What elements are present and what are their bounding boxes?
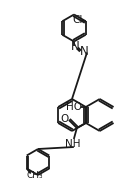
- Text: CH₃: CH₃: [26, 171, 43, 180]
- Text: Cl: Cl: [73, 15, 83, 25]
- Text: N: N: [80, 45, 88, 58]
- Text: NH: NH: [65, 139, 81, 149]
- Text: HO: HO: [66, 102, 82, 112]
- Text: O: O: [61, 114, 69, 124]
- Text: N: N: [71, 40, 79, 53]
